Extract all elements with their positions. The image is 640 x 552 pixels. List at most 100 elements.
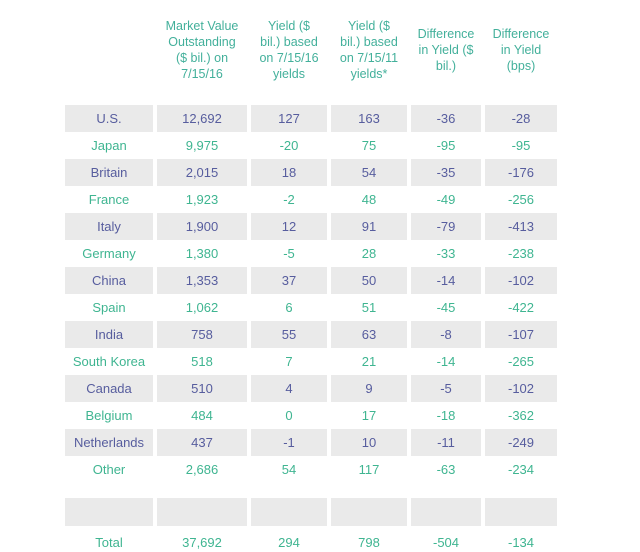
value-cell: 0: [251, 402, 327, 429]
corner-header: [65, 0, 153, 105]
empty-cell: [251, 483, 327, 498]
country-cell: South Korea: [65, 348, 153, 375]
value-cell: 437: [157, 429, 247, 456]
country-cell: China: [65, 267, 153, 294]
empty-cell: [331, 483, 407, 498]
value-cell: 2,015: [157, 159, 247, 186]
value-cell: -107: [485, 321, 557, 348]
value-cell: 758: [157, 321, 247, 348]
value-cell: 9,975: [157, 132, 247, 159]
country-cell: U.S.: [65, 105, 153, 132]
value-cell: 54: [331, 159, 407, 186]
table-row: China 1,353 37 50 -14 -102: [65, 267, 557, 294]
value-cell: -45: [411, 294, 481, 321]
value-cell: 17: [331, 402, 407, 429]
empty-cell: [331, 498, 407, 526]
blank-gray-row: [65, 498, 557, 526]
value-cell: 484: [157, 402, 247, 429]
value-cell: -102: [485, 375, 557, 402]
table-body: U.S. 12,692 127 163 -36 -28 Japan 9,975 -20 75 -95…: [65, 105, 557, 552]
value-cell: 1,900: [157, 213, 247, 240]
column-header-yield-2011: Yield ($ bil.) based on 7/15/11 yields*: [339, 18, 399, 81]
country-cell: Total: [65, 526, 153, 552]
value-cell: -504: [411, 526, 481, 552]
value-cell: -95: [485, 132, 557, 159]
empty-cell: [411, 498, 481, 526]
value-cell: -249: [485, 429, 557, 456]
value-cell: 1,353: [157, 267, 247, 294]
header-row: Market Value Outstanding ($ bil.) on 7/1…: [65, 0, 557, 105]
value-cell: -35: [411, 159, 481, 186]
value-cell: 7: [251, 348, 327, 375]
value-cell: -265: [485, 348, 557, 375]
value-cell: 28: [331, 240, 407, 267]
value-cell: -5: [411, 375, 481, 402]
value-cell: 798: [331, 526, 407, 552]
value-cell: -14: [411, 267, 481, 294]
value-cell: 18: [251, 159, 327, 186]
value-cell: -33: [411, 240, 481, 267]
value-cell: 55: [251, 321, 327, 348]
value-cell: 48: [331, 186, 407, 213]
value-cell: -95: [411, 132, 481, 159]
empty-cell: [411, 483, 481, 498]
value-cell: -8: [411, 321, 481, 348]
table-row: Canada 510 4 9 -5 -102: [65, 375, 557, 402]
value-cell: 294: [251, 526, 327, 552]
value-cell: -102: [485, 267, 557, 294]
value-cell: -234: [485, 456, 557, 483]
empty-cell: [485, 498, 557, 526]
empty-cell: [157, 483, 247, 498]
value-cell: 2,686: [157, 456, 247, 483]
value-cell: 75: [331, 132, 407, 159]
table-row: South Korea 518 7 21 -14 -265: [65, 348, 557, 375]
value-cell: 21: [331, 348, 407, 375]
country-cell: Britain: [65, 159, 153, 186]
country-cell: Germany: [65, 240, 153, 267]
table-row: Germany 1,380 -5 28 -33 -238: [65, 240, 557, 267]
value-cell: 117: [331, 456, 407, 483]
value-cell: -238: [485, 240, 557, 267]
country-cell: Netherlands: [65, 429, 153, 456]
country-cell: Spain: [65, 294, 153, 321]
value-cell: -18: [411, 402, 481, 429]
column-header-market-value: Market Value Outstanding ($ bil.) on 7/1…: [165, 18, 239, 81]
value-cell: 91: [331, 213, 407, 240]
value-cell: 510: [157, 375, 247, 402]
total-row: Total 37,692 294 798 -504 -134: [65, 526, 557, 552]
value-cell: -2: [251, 186, 327, 213]
value-cell: 4: [251, 375, 327, 402]
table-row: Spain 1,062 6 51 -45 -422: [65, 294, 557, 321]
value-cell: -5: [251, 240, 327, 267]
value-cell: -11: [411, 429, 481, 456]
column-header-difference-bil: Difference in Yield ($ bil.): [417, 26, 475, 73]
value-cell: -256: [485, 186, 557, 213]
table-row: Italy 1,900 12 91 -79 -413: [65, 213, 557, 240]
empty-cell: [251, 498, 327, 526]
empty-cell: [65, 498, 153, 526]
value-cell: -63: [411, 456, 481, 483]
value-cell: -134: [485, 526, 557, 552]
value-cell: -20: [251, 132, 327, 159]
country-cell: Italy: [65, 213, 153, 240]
column-header-yield-2016: Yield ($ bil.) based on 7/15/16 yields: [259, 18, 319, 81]
value-cell: -176: [485, 159, 557, 186]
value-cell: -49: [411, 186, 481, 213]
value-cell: 1,923: [157, 186, 247, 213]
country-cell: Japan: [65, 132, 153, 159]
value-cell: 12,692: [157, 105, 247, 132]
empty-cell: [485, 483, 557, 498]
value-cell: 63: [331, 321, 407, 348]
country-cell: Canada: [65, 375, 153, 402]
value-cell: 54: [251, 456, 327, 483]
value-cell: -28: [485, 105, 557, 132]
bond-market-table: Market Value Outstanding ($ bil.) on 7/1…: [61, 0, 561, 552]
country-cell: Belgium: [65, 402, 153, 429]
value-cell: 6: [251, 294, 327, 321]
value-cell: 12: [251, 213, 327, 240]
table-header: Market Value Outstanding ($ bil.) on 7/1…: [65, 0, 557, 105]
value-cell: 163: [331, 105, 407, 132]
value-cell: 1,062: [157, 294, 247, 321]
value-cell: -14: [411, 348, 481, 375]
